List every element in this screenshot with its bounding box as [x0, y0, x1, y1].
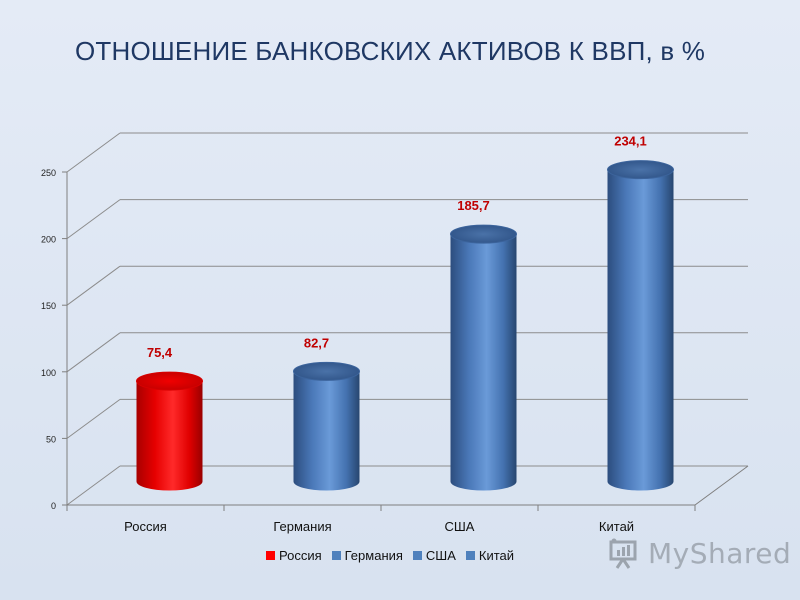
legend-label-germany: Германия: [344, 548, 403, 563]
gridline-diagonal: [66, 199, 121, 240]
x-tick-label: Германия: [273, 519, 331, 534]
bar-top: [607, 160, 674, 180]
legend-swatch-germany: [331, 551, 341, 560]
chart-title: ОТНОШЕНИЕ БАНКОВСКИХ АКТИВОВ К ВВП, в %: [75, 36, 706, 66]
y-tick-label: 0: [51, 501, 56, 511]
data-label: 185,7: [457, 198, 490, 213]
legend-item-russia: Россия: [266, 548, 322, 563]
y-tick-label: 50: [46, 434, 56, 444]
data-labels: 75,4 82,7 185,7 234,1: [147, 134, 647, 360]
data-label: 234,1: [614, 134, 647, 149]
gridline-diagonal: [66, 465, 121, 506]
bars: [136, 160, 674, 491]
bar-body: [450, 234, 517, 491]
bar-Россия: [136, 371, 203, 491]
gridline-diagonal: [66, 398, 121, 439]
y-tick-label: 200: [41, 235, 56, 245]
bar-Германия: [293, 361, 360, 491]
gridline-diagonal: [66, 132, 121, 173]
y-tick-label: 100: [41, 368, 56, 378]
legend-label-usa: США: [425, 548, 456, 563]
gridline-diagonal: [66, 265, 121, 306]
watermark: MyShared: [608, 536, 791, 570]
gridline-diagonal: [66, 332, 121, 373]
bar-body: [293, 371, 360, 491]
chart-legend: Россия Германия США Китай: [266, 548, 524, 563]
legend-item-usa: США: [412, 548, 456, 563]
x-axis-labels: Россия Германия США Китай: [124, 519, 634, 534]
bar-top: [450, 224, 517, 244]
legend-item-germany: Германия: [331, 548, 403, 563]
watermark-text: MyShared: [648, 536, 792, 570]
legend-label-russia: Россия: [279, 548, 322, 563]
y-axis-ticks: 0 50 100 150 200 250: [41, 168, 696, 511]
bar-body: [607, 169, 674, 491]
legend-item-china: Китай: [465, 548, 515, 563]
floor-edge: [694, 465, 749, 506]
data-label: 75,4: [147, 345, 173, 360]
presentation-board-icon: [609, 538, 637, 569]
x-tick-label: Россия: [124, 519, 167, 534]
legend-label-china: Китай: [478, 548, 515, 563]
legend-swatch-russia: [266, 551, 275, 560]
bar-top: [136, 371, 203, 391]
data-label: 82,7: [304, 335, 329, 350]
bar-США: [450, 224, 517, 491]
legend-swatch-china: [465, 551, 475, 560]
y-tick-label: 150: [41, 301, 56, 311]
x-tick-label: США: [445, 519, 475, 534]
y-tick-label: 250: [41, 168, 56, 178]
x-tick-label: Китай: [599, 519, 634, 534]
bar-Китай: [607, 160, 674, 491]
legend-swatch-usa: [412, 551, 422, 560]
bar-body: [136, 381, 203, 491]
bar-top: [293, 361, 360, 381]
